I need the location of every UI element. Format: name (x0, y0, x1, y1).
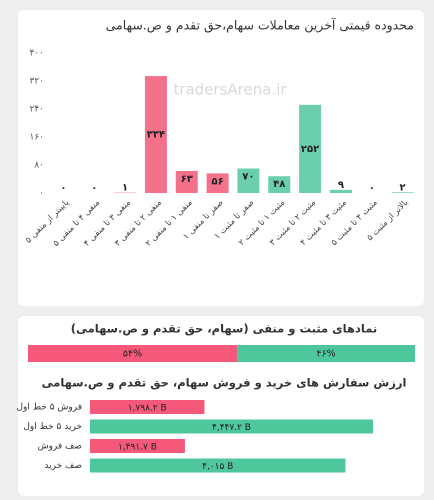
bar (90, 400, 205, 414)
orders-chart: ارزش سفارش های خرید و فروش سهام، حق تقدم… (16, 376, 406, 473)
bar (206, 173, 229, 193)
bar (299, 104, 322, 193)
value-label: ۷۰ (242, 172, 254, 183)
y-tick-label: ۰ (39, 189, 44, 199)
value-label: ۱ (122, 183, 128, 194)
value-label: ۲۵۲ (301, 144, 319, 155)
bar (90, 439, 185, 453)
value-label: ۴۶% (316, 349, 335, 360)
bar (391, 192, 414, 193)
y-tick-label: ۸۰ (34, 161, 44, 171)
chart-title: محدوده قیمتی آخرین معاملات سهام،حق تقدم … (106, 18, 414, 34)
chart-title: نمادهای مثبت و منفی (سهام، حق تقدم و ص.س… (71, 322, 377, 337)
value-label: ۵۶ (211, 176, 223, 187)
category-label: صف فروش (38, 442, 82, 452)
value-label: ۰ (60, 183, 66, 194)
bar (90, 458, 346, 473)
watermark: tradersArena.ir (173, 81, 287, 99)
value-label: ۰ (369, 183, 375, 194)
value-label: ۰ (91, 183, 97, 194)
chart-title: ارزش سفارش های خرید و فروش سهام، حق تقدم… (42, 376, 407, 391)
value-label: ۴۸ (273, 179, 285, 190)
category-label: فروش ۵ خط اول (16, 403, 82, 413)
value-label: ۶۳ (181, 174, 193, 185)
y-tick-label: ۴۰۰ (29, 49, 44, 59)
category-label: صف خرید (44, 461, 82, 471)
value-label: ۴,۰۱۵ B (202, 462, 233, 472)
bar (268, 176, 291, 193)
bar-segment (28, 345, 237, 362)
value-label: ۱,۴۹۱.۷ B (118, 443, 157, 453)
bar (237, 168, 260, 193)
card (18, 10, 424, 306)
value-label: ۴,۴۴۷.۲ B (212, 423, 251, 433)
y-tick-label: ۳۲۰ (29, 77, 44, 87)
bar-segment (236, 345, 415, 362)
symbols-chart: نمادهای مثبت و منفی (سهام، حق تقدم و ص.س… (28, 322, 415, 362)
y-tick-label: ۲۴۰ (29, 105, 44, 115)
bar (90, 419, 373, 434)
value-label: ۵۴% (123, 349, 142, 360)
bar (329, 189, 352, 193)
value-label: ۳۳۴ (147, 130, 165, 141)
value-label: ۹ (338, 180, 344, 191)
category-label: خرید ۵ خط اول (23, 422, 82, 432)
value-label: ۲ (400, 182, 406, 193)
bar (175, 170, 198, 193)
bar (144, 76, 167, 193)
value-label: ۱,۷۹۸.۲ B (128, 404, 167, 414)
y-tick-label: ۱۶۰ (29, 133, 44, 143)
